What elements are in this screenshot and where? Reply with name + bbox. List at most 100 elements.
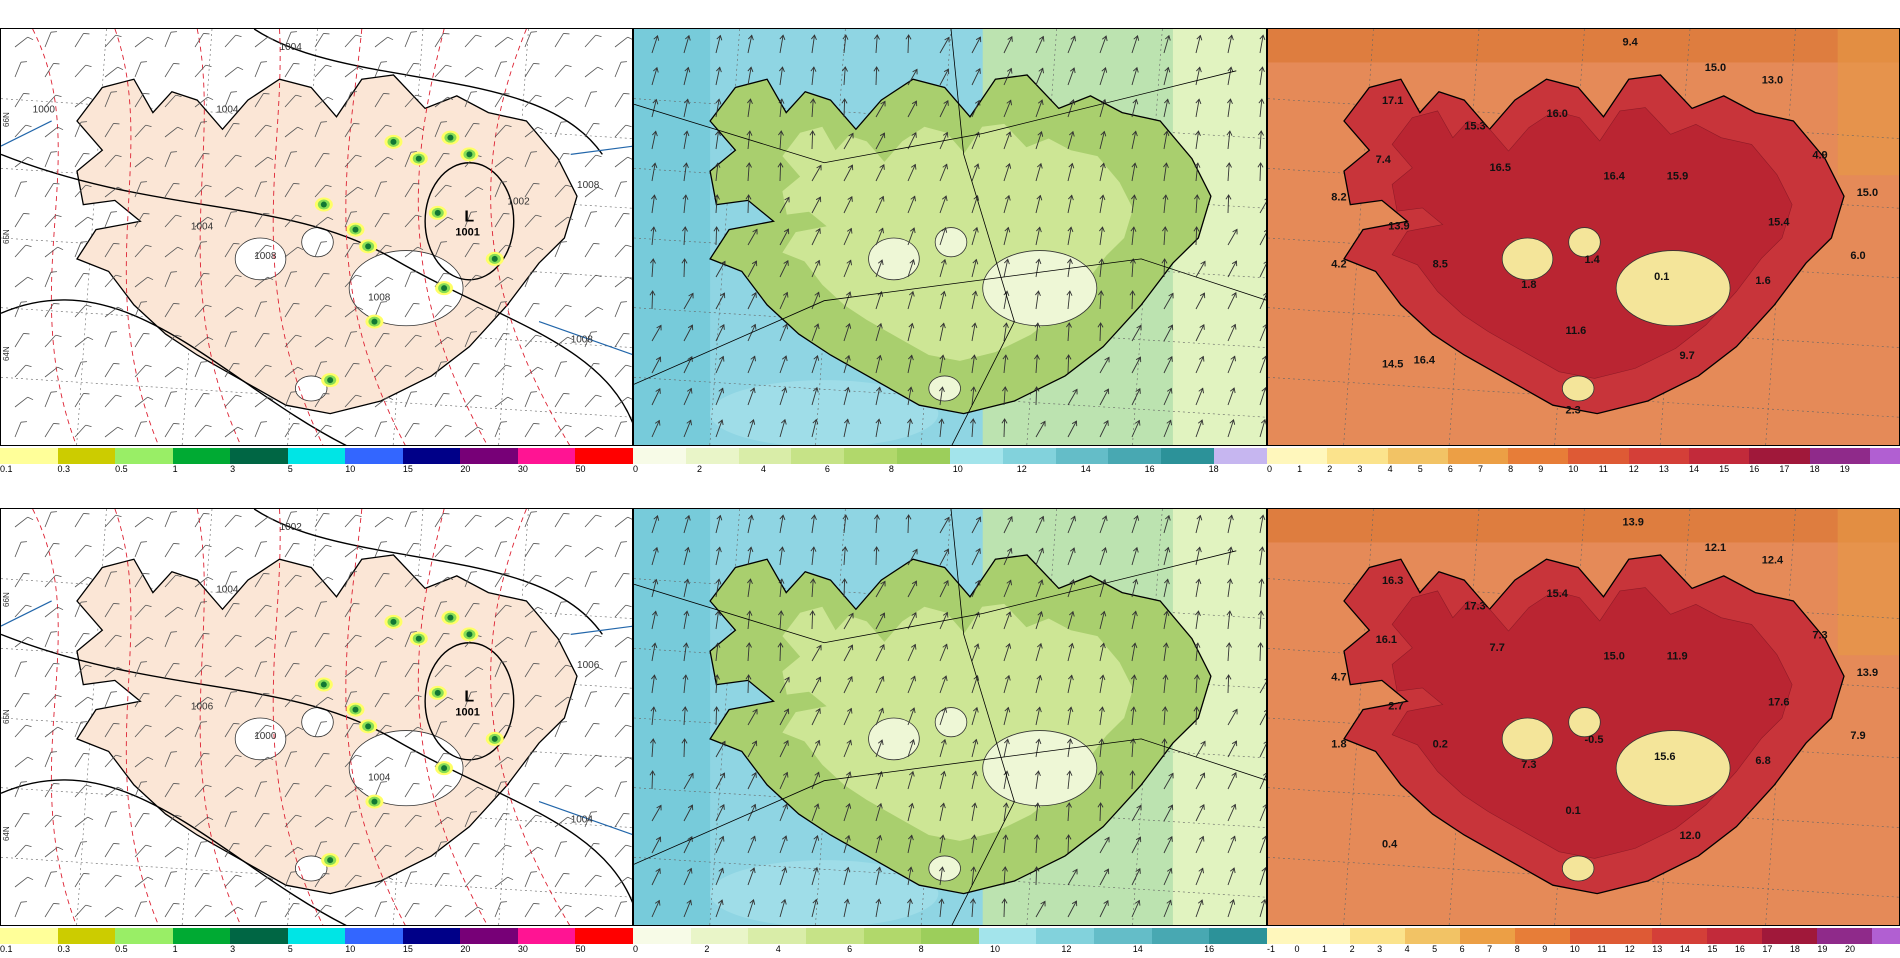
wind-barb-flag [237, 906, 244, 911]
wind-barb-flag [85, 904, 92, 908]
wind-barb [434, 96, 448, 108]
wind-barb [14, 276, 28, 288]
wind-arrow [1259, 131, 1262, 150]
wind-barb-flag [477, 426, 484, 431]
colorbar-tick-label: 3 [1377, 944, 1383, 954]
wind-barb-flag [50, 391, 58, 393]
wind-arrow-head [684, 578, 690, 585]
wind-arrow [651, 290, 654, 310]
temperature-value: 15.4 [1768, 216, 1790, 228]
wind-arrow-head [1135, 836, 1142, 843]
colorbar-swatch [1377, 928, 1405, 944]
temperature-value: 12.0 [1679, 830, 1700, 842]
wind-barb [464, 812, 472, 828]
wind-arrow-head [1261, 835, 1266, 840]
wind-arrow-head [972, 258, 979, 265]
wind-barb-flag [87, 336, 94, 341]
map-canvas[interactable]: 1004 1004 1004 1008 1008 1008 1008 1002 1000 L 100… [0, 28, 633, 446]
wind-barb [194, 816, 208, 828]
wind-barb [284, 752, 292, 768]
wind-barb-flag [80, 121, 88, 123]
wind-arrow-head [1068, 162, 1075, 169]
pressure-label: 1008 [571, 335, 594, 346]
wind-barb-flag [565, 304, 572, 308]
wind-barb [374, 876, 388, 888]
wind-barb [434, 602, 442, 618]
wind-arrow-head [941, 227, 948, 233]
wind-arrow [939, 899, 943, 918]
wind-barb [44, 872, 52, 888]
wind-barb [134, 724, 147, 738]
wind-arrow [715, 226, 718, 246]
colorbar-swatch [978, 928, 1037, 944]
wind-barb-flag [385, 844, 392, 848]
wind-arrow-head [1227, 578, 1233, 584]
wind-barb [524, 303, 534, 318]
temperature-value: 16.4 [1603, 170, 1625, 182]
wind-arrow-head [745, 674, 752, 680]
wind-arrow [1067, 707, 1072, 726]
wind-barb [254, 62, 262, 78]
wind-arrow-head [1134, 899, 1141, 906]
wind-barb [524, 543, 534, 558]
wind-barb-flag [23, 573, 30, 575]
colorbar-tick-label: 15 [1707, 944, 1718, 954]
wind-barb-flag [230, 811, 238, 813]
precip-cell [365, 243, 372, 250]
wind-arrow [811, 196, 821, 214]
wind-arrow-head [683, 130, 690, 137]
wind-arrow [811, 772, 820, 790]
front-line [570, 625, 632, 635]
wind-arrow [843, 899, 849, 918]
colorbar-swatch [1349, 928, 1378, 944]
wind-barb-flag [565, 544, 572, 548]
wind-arrow [1259, 232, 1266, 246]
wind-arrow-head [1261, 387, 1266, 392]
wind-barb-flag [537, 366, 544, 371]
wind-barb [584, 572, 592, 588]
map-canvas[interactable]: 13.9 12.1 12.4 16.3 17.3 15.4 16.1 7.7 15.0 11.9 7… [1267, 508, 1900, 926]
map-canvas[interactable] [633, 28, 1267, 446]
wind-arrow-head [1198, 355, 1205, 362]
wind-barb-flag [535, 94, 542, 98]
wind-barb [464, 603, 474, 618]
wind-barb [104, 572, 112, 588]
wind-arrow-head [842, 546, 848, 552]
wind-arrow [1227, 35, 1233, 54]
wind-barb [434, 816, 448, 828]
wind-arrow-head [1037, 611, 1044, 617]
map-canvas[interactable]: 1002 1004 1006 1000 1004 1006 1004 L 1001 66N 65N 6… [0, 508, 633, 926]
wind-barb-flag [567, 576, 574, 581]
wind-arrow-head [971, 802, 978, 809]
wind-arrow-head [750, 835, 756, 842]
colorbar-swatch [1844, 928, 1873, 944]
map-canvas[interactable]: 9.4 15.0 13.0 17.1 15.3 16.0 7.4 16.5 16.4 15.9 4.… [1267, 28, 1900, 446]
map-canvas[interactable] [633, 508, 1267, 926]
wind-barb-flag [23, 93, 30, 95]
wind-barb [164, 32, 172, 48]
wind-arrow [1227, 163, 1230, 182]
wind-barb-flag [500, 661, 508, 663]
wind-arrow-head [1097, 802, 1104, 808]
wind-barb [314, 784, 327, 798]
wind-barb-flag [595, 154, 602, 158]
wind-barb-flag [593, 363, 600, 365]
wind-barb-flag [533, 303, 540, 305]
wind-arrow-head [943, 100, 949, 106]
wind-barb [314, 33, 324, 48]
wind-arrow [1259, 387, 1266, 406]
wind-barb-flag [297, 126, 304, 131]
wind-arrow-head [778, 130, 784, 136]
precip-cell [352, 226, 359, 233]
wind-barb-flag [327, 816, 334, 821]
wind-arrow-head [940, 290, 947, 297]
wind-arrow-head [907, 898, 913, 904]
wind-barb [344, 692, 352, 708]
wind-barb [74, 33, 84, 48]
wind-arrow [843, 196, 853, 214]
wind-arrow-head [911, 612, 917, 618]
wind-arrow-head [1262, 292, 1266, 296]
wind-arrow-head [751, 740, 758, 747]
wind-barb-flag [207, 696, 214, 701]
colorbar-labels: 0 2 4 6 8 10 12 14 16 18 [633, 464, 1267, 476]
